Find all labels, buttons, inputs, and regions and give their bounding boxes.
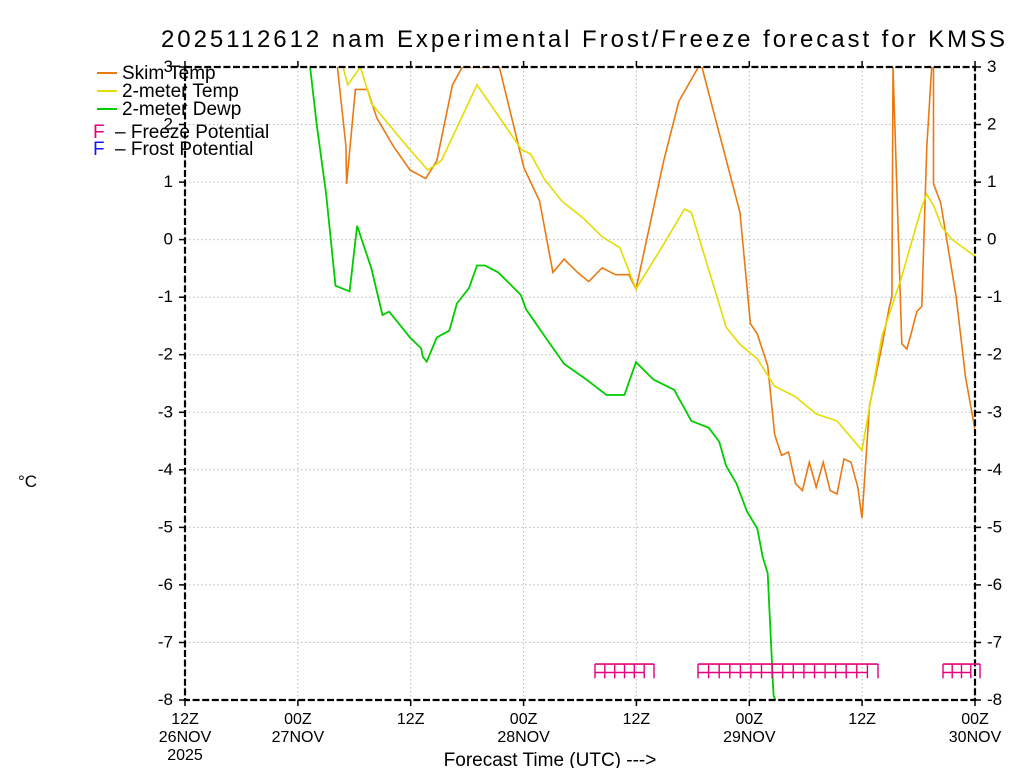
svg-text:-3: -3 <box>158 402 173 421</box>
svg-text:2: 2 <box>987 115 996 134</box>
svg-text:– Frost Potential: – Frost Potential <box>115 139 253 160</box>
svg-text:-5: -5 <box>987 517 1002 536</box>
svg-text:12Z: 12Z <box>397 711 425 728</box>
svg-text:-2: -2 <box>987 345 1002 364</box>
svg-text:12Z: 12Z <box>623 711 651 728</box>
svg-text:28NOV: 28NOV <box>497 729 550 746</box>
svg-text:29NOV: 29NOV <box>723 729 776 746</box>
svg-text:-4: -4 <box>158 460 173 479</box>
svg-text:-5: -5 <box>158 517 173 536</box>
svg-text:-8: -8 <box>158 690 173 709</box>
svg-text:2025: 2025 <box>167 747 203 764</box>
svg-text:-8: -8 <box>987 690 1002 709</box>
svg-text:27NOV: 27NOV <box>272 729 325 746</box>
svg-text:-6: -6 <box>987 575 1002 594</box>
svg-text:-2: -2 <box>158 345 173 364</box>
svg-text:F: F <box>93 139 105 160</box>
svg-text:-7: -7 <box>158 633 173 652</box>
svg-text:00Z: 00Z <box>510 711 538 728</box>
svg-text:-1: -1 <box>987 287 1002 306</box>
svg-text:-6: -6 <box>158 575 173 594</box>
svg-text:2-meter Dewp: 2-meter Dewp <box>122 99 241 120</box>
svg-text:00Z: 00Z <box>961 711 989 728</box>
svg-text:12Z: 12Z <box>171 711 199 728</box>
svg-text:3: 3 <box>987 57 996 76</box>
svg-text:12Z: 12Z <box>848 711 876 728</box>
svg-text:-4: -4 <box>987 460 1002 479</box>
svg-text:1: 1 <box>987 172 996 191</box>
svg-text:-3: -3 <box>987 402 1002 421</box>
svg-text:26NOV: 26NOV <box>159 729 212 746</box>
svg-text:1: 1 <box>164 172 173 191</box>
svg-text:-1: -1 <box>158 287 173 306</box>
svg-text:00Z: 00Z <box>736 711 764 728</box>
svg-text:0: 0 <box>987 230 996 249</box>
svg-text:-7: -7 <box>987 633 1002 652</box>
svg-text:30NOV: 30NOV <box>949 729 1002 746</box>
svg-text:00Z: 00Z <box>284 711 312 728</box>
svg-text:0: 0 <box>164 230 173 249</box>
